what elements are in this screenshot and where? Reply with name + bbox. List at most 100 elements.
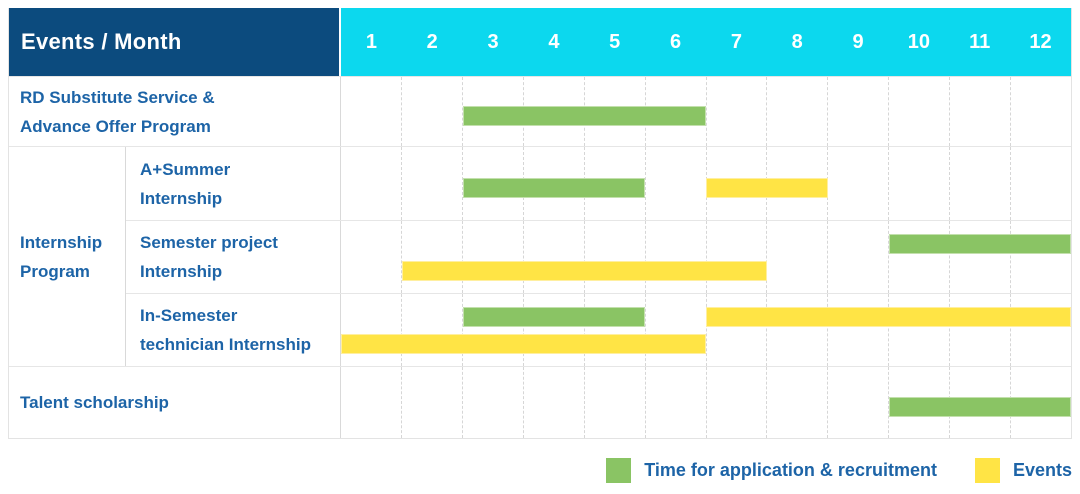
row-label-a-summer: A+Summer Internship bbox=[126, 147, 341, 220]
month-column bbox=[705, 77, 767, 146]
month-column bbox=[400, 77, 462, 146]
table-header-row: Events / Month 1 2 3 4 5 6 7 8 9 10 11 12 bbox=[9, 8, 1071, 76]
month-column bbox=[461, 367, 523, 438]
month-column bbox=[705, 367, 767, 438]
row-in-semester: In-Semester technician Internship bbox=[126, 293, 1071, 366]
month-column bbox=[1010, 294, 1071, 366]
green-bar bbox=[462, 105, 706, 126]
month-column bbox=[341, 294, 401, 366]
month-column bbox=[461, 294, 523, 366]
legend-label: Events bbox=[1012, 460, 1072, 480]
yellow-bar bbox=[401, 261, 767, 282]
green-bar bbox=[888, 396, 1071, 417]
month-label-11: 11 bbox=[969, 30, 991, 53]
green-bar bbox=[888, 234, 1071, 255]
month-column bbox=[341, 147, 401, 220]
row-label-talent-scholarship: Talent scholarship bbox=[9, 367, 341, 438]
month-column bbox=[522, 294, 584, 366]
month-column bbox=[644, 221, 706, 293]
month-grid bbox=[341, 77, 1071, 146]
month-label-7: 7 bbox=[730, 30, 742, 53]
month-column bbox=[1010, 77, 1071, 146]
row-rd-substitute: RD Substitute Service & Advance Offer Pr… bbox=[9, 76, 1071, 146]
month-column bbox=[949, 147, 1010, 220]
month-column bbox=[827, 147, 888, 220]
month-column bbox=[644, 367, 706, 438]
month-column bbox=[341, 221, 401, 293]
legend-label: Time for application & recruitment bbox=[644, 460, 937, 480]
month-column bbox=[341, 367, 401, 438]
month-column bbox=[827, 367, 888, 438]
month-column bbox=[766, 221, 827, 293]
row-semester-project: Semester project Internship bbox=[126, 220, 1071, 293]
month-grid bbox=[341, 294, 1071, 366]
legend-item-green: Time for application & recruitment bbox=[606, 458, 937, 483]
month-column bbox=[522, 367, 584, 438]
month-column bbox=[766, 294, 827, 366]
month-label-3: 3 bbox=[487, 30, 499, 53]
month-column bbox=[583, 294, 645, 366]
chart-area-talent-scholarship bbox=[341, 367, 1071, 438]
month-grid bbox=[341, 221, 1071, 293]
row-label-semester-project: Semester project Internship bbox=[126, 221, 341, 293]
month-label-9: 9 bbox=[852, 30, 864, 53]
month-column bbox=[888, 221, 949, 293]
row-talent-scholarship: Talent scholarship bbox=[9, 366, 1071, 438]
month-column bbox=[522, 221, 584, 293]
month-column bbox=[888, 77, 949, 146]
group-label-internship-program: Internship Program bbox=[9, 147, 126, 366]
month-column bbox=[1010, 147, 1071, 220]
month-column bbox=[400, 367, 462, 438]
month-column bbox=[766, 367, 827, 438]
month-column bbox=[888, 147, 949, 220]
month-column bbox=[827, 221, 888, 293]
row-a-summer: A+Summer Internship bbox=[126, 147, 1071, 220]
month-column bbox=[400, 147, 462, 220]
yellow-swatch-icon bbox=[974, 458, 1000, 483]
month-column bbox=[705, 221, 767, 293]
month-column bbox=[949, 294, 1010, 366]
row-label-rd-substitute: RD Substitute Service & Advance Offer Pr… bbox=[9, 77, 341, 146]
row-label-in-semester: In-Semester technician Internship bbox=[126, 294, 341, 366]
green-bar bbox=[462, 177, 646, 198]
month-column bbox=[400, 221, 462, 293]
chart-area-a-summer bbox=[341, 147, 1071, 220]
chart-area-semester-project bbox=[341, 221, 1071, 293]
month-column bbox=[827, 77, 888, 146]
month-label-8: 8 bbox=[791, 30, 803, 53]
events-month-table: Events / Month 1 2 3 4 5 6 7 8 9 10 11 12 RD Substi… bbox=[8, 8, 1072, 439]
month-label-12: 12 bbox=[1029, 30, 1052, 53]
legend-item-yellow: Events bbox=[974, 458, 1072, 483]
yellow-bar bbox=[706, 177, 828, 198]
month-label-6: 6 bbox=[669, 30, 682, 53]
month-column bbox=[766, 77, 827, 146]
month-label-4: 4 bbox=[548, 30, 560, 53]
month-column bbox=[461, 221, 523, 293]
internship-program-subrows: A+Summer Internship Semester project Int… bbox=[126, 147, 1071, 366]
month-column bbox=[1010, 221, 1071, 293]
month-label-1: 1 bbox=[365, 30, 377, 53]
month-column bbox=[949, 221, 1010, 293]
events-month-header: Events / Month bbox=[9, 8, 341, 76]
month-column bbox=[644, 294, 706, 366]
month-label-10: 10 bbox=[907, 30, 930, 53]
month-column bbox=[400, 294, 462, 366]
month-column bbox=[461, 147, 523, 220]
month-label-2: 2 bbox=[426, 30, 438, 53]
month-column bbox=[705, 294, 767, 366]
internship-program-group: Internship Program A+Summer Internship S… bbox=[9, 146, 1071, 366]
month-column bbox=[341, 77, 401, 146]
legend: Time for application & recruitment Events bbox=[8, 458, 1072, 483]
month-label-5: 5 bbox=[609, 30, 621, 53]
month-column bbox=[583, 367, 645, 438]
green-swatch-icon bbox=[606, 458, 632, 483]
month-column bbox=[888, 294, 949, 366]
chart-area-rd-substitute bbox=[341, 77, 1071, 146]
yellow-bar bbox=[706, 307, 1071, 328]
month-header-cells: 1 2 3 4 5 6 7 8 9 10 11 12 bbox=[341, 8, 1071, 76]
month-column bbox=[461, 77, 523, 146]
month-column bbox=[583, 221, 645, 293]
chart-area-in-semester bbox=[341, 294, 1071, 366]
green-bar bbox=[462, 307, 646, 328]
